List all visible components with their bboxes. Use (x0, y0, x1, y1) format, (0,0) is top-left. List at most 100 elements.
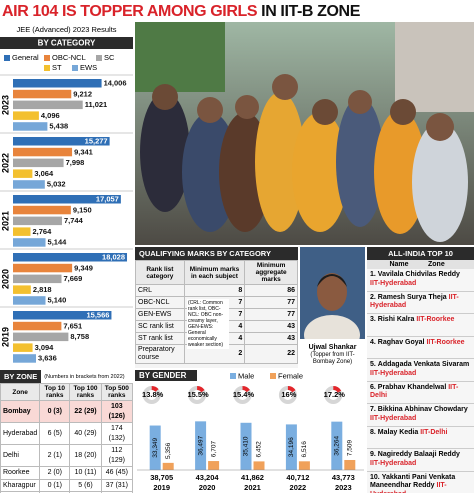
value-label: 15,277 (85, 136, 108, 145)
zone-table: Zone Top 10 ranks Top 100 ranks Top 500 ran… (0, 383, 133, 493)
bar (285, 424, 297, 470)
total-label: 41,862 (241, 473, 264, 482)
cell: Roorkee (0, 466, 41, 480)
share-label: 15.4% (233, 390, 255, 399)
total-label: 40,712 (286, 473, 309, 482)
bar (13, 332, 69, 342)
bar (344, 459, 356, 470)
headline-suffix: IN IIT-B ZONE (261, 3, 360, 20)
cell: 0 (1) (39, 478, 71, 492)
value-label: 7,998 (66, 158, 85, 167)
name: Raghav Goyal (377, 338, 425, 346)
table-title: BY ZONE (0, 370, 42, 383)
donut-bg (142, 386, 161, 404)
bar (13, 205, 71, 215)
zone: IIT-Roorkee (416, 316, 455, 323)
legend-label: EWS (80, 63, 97, 72)
name: Yakkanti Pani Venkata Maneendhar Reddy (370, 473, 456, 490)
bar (149, 425, 161, 470)
cell: 103 (126) (100, 400, 133, 423)
legend-swatch (96, 55, 102, 61)
value-label: 5,144 (48, 238, 68, 247)
entry: 9. Nagireddy Balaaji Reddy IIT-Hyderabad (367, 449, 474, 472)
bar (13, 79, 102, 88)
value-label: 7,669 (64, 274, 83, 283)
value-label: 9,150 (73, 205, 92, 214)
header-cell: Rank list category (135, 260, 185, 285)
value-label: 9,212 (73, 89, 92, 98)
bar (13, 274, 62, 284)
value-label: 35,410 (243, 436, 250, 456)
donut-share (287, 386, 296, 393)
header-cell: Minimum aggregate marks (244, 260, 298, 285)
value-label: 11,021 (85, 100, 108, 109)
gender-chart: BY GENDER Male Female 13.8% 33,349 5,356 38,70… (135, 370, 364, 492)
top10: ALL-INDIA TOP 10 Name Zone 1. Vavilala Chid… (367, 247, 474, 493)
value-label: 3,094 (35, 343, 55, 352)
year-label: 2019 (0, 327, 10, 347)
bar (13, 354, 36, 363)
cell: 43 (244, 332, 298, 345)
zone: IIT-Hyderabad (370, 279, 417, 287)
header-cell: Top 500 ranks (100, 383, 133, 401)
cell: 46 (45) (100, 466, 133, 480)
photo-trees (135, 22, 225, 92)
entry: 8. Malay Kedia IIT-Delhi (367, 427, 474, 449)
name: Vavilala Chidvilas Reddy (377, 271, 460, 278)
cell: 22 (29) (69, 400, 102, 423)
row: Kanpur0 (0)4 (4)21 (30) (0, 491, 133, 493)
entry: 6. Prabhav Khandelwal IIT-Delhi (367, 382, 474, 404)
value-label: 36,264 (334, 436, 341, 456)
cell: 21 (30) (100, 491, 133, 493)
value-label: 4,096 (41, 111, 60, 120)
value-label: 14,006 (104, 78, 127, 87)
year-label: 2020 (0, 269, 10, 289)
qualifying-table: Rank list category Minimum marks in each … (135, 260, 298, 364)
value-label: 7,651 (63, 321, 82, 330)
legend-label: General (12, 53, 39, 62)
name: Nagireddy Balaaji Reddy (377, 451, 460, 458)
title-bar (135, 370, 197, 381)
legend-swatch (44, 55, 50, 61)
bar (13, 343, 33, 352)
cell: GEN-EWS (135, 308, 185, 321)
headline: AIR 104 IS TOPPER AMONG GIRLS IN IIT-B Z… (2, 1, 474, 22)
legend-label: OBC-NCL (52, 53, 86, 62)
category-chart: JEE (Advanced) 2023 Results BY CATEGORY Ge… (0, 25, 133, 363)
entry: 2. Ramesh Surya Theja IIT-Hyderabad (367, 292, 474, 314)
header-row: Zone Top 10 ranks Top 100 ranks Top 500 ran… (0, 383, 133, 401)
cell: 86 (244, 284, 298, 297)
rank: 2. (370, 293, 376, 301)
value-label: 2,764 (32, 227, 52, 236)
value-label: 17,057 (96, 194, 119, 203)
zone: IIT-Hyderabad (370, 482, 447, 493)
photo-people (140, 74, 468, 242)
name: Rishi Kalra (377, 316, 415, 323)
cell: 2 (1) (39, 444, 71, 467)
name: Malay Kedia (377, 428, 419, 436)
header-cell: Zone (0, 383, 41, 401)
cell: Kanpur (0, 491, 41, 493)
chart-title: BY GENDER (139, 371, 187, 380)
bar (298, 461, 310, 470)
cell: CRL (135, 284, 185, 297)
by-zone: BY ZONE (Numbers in brackets from 2022) Zo… (0, 370, 133, 493)
header-row: Name Zone (367, 260, 474, 269)
value-label: 8,758 (70, 332, 89, 341)
header-cell: Top 100 ranks (69, 383, 102, 401)
cell: Preparatory course (135, 344, 185, 364)
bar (13, 285, 31, 294)
topper-name: Ujwal Shankar (308, 344, 357, 351)
year-label: 2021 (0, 211, 10, 231)
bar (13, 227, 31, 236)
entry: 7. Bikkina Abhinav Chowdary IIT-Hyderaba… (367, 404, 474, 427)
total-label: 38,705 (150, 473, 173, 482)
legend-swatch (4, 55, 10, 61)
value-label: 2,818 (33, 285, 52, 294)
zone: IIT-Roorkee (426, 338, 465, 346)
name: Prabhav Khandelwal (377, 383, 447, 391)
entry: 4. Raghav Goyal IIT-Roorkee (367, 337, 474, 359)
rank: 4. (370, 338, 376, 346)
qualifying-marks: QUALIFYING MARKS BY CATEGORY Rank list ca… (135, 247, 298, 368)
